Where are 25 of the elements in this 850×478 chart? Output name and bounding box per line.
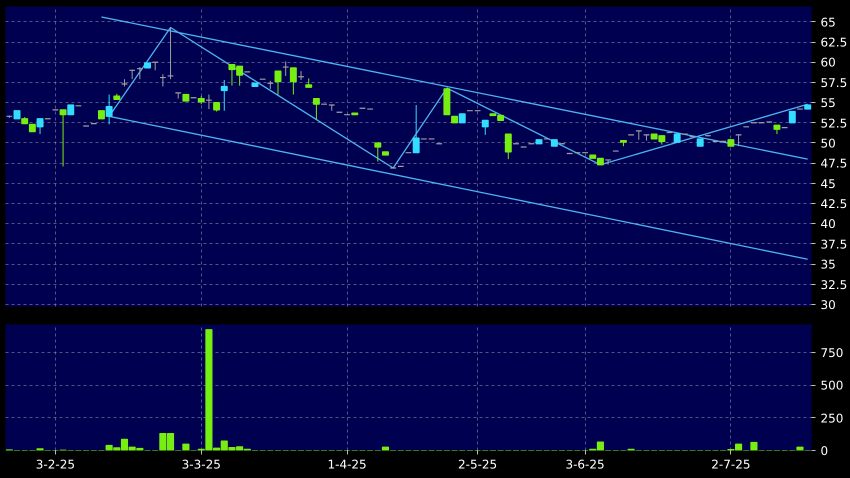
y-tick-label: 47.5: [820, 156, 848, 171]
y-tick-label: 750: [820, 346, 844, 360]
x-tick-label: 3-2-25: [36, 458, 75, 472]
y-tick-label: 55: [820, 96, 836, 110]
y-tick-label: 50: [820, 136, 836, 150]
y-tick-label: 500: [820, 378, 844, 393]
y-tick-label: 0: [820, 444, 828, 458]
y-tick-label: 37.5: [820, 237, 848, 252]
y-tick-label: 35: [820, 258, 836, 272]
x-tick-label: 2-7-25: [711, 458, 751, 472]
x-tick-label: 2-5-25: [458, 458, 498, 472]
y-tick-label: 30: [820, 298, 836, 312]
y-tick-label: 62.5: [820, 36, 848, 50]
y-tick-label: 40: [820, 217, 836, 232]
y-tick-label: 57.5: [820, 76, 848, 90]
y-tick-label: 32.5: [820, 278, 848, 292]
y-tick-label: 65: [820, 15, 836, 30]
y-tick-label: 52.5: [820, 116, 848, 130]
x-tick-label: 3-3-25: [182, 458, 221, 472]
y-tick-label: 42.5: [820, 197, 848, 212]
x-tick-label: 3-6-25: [565, 458, 605, 472]
y-tick-label: 60: [820, 56, 836, 70]
x-tick-label: 1-4-25: [327, 458, 367, 472]
y-tick-label: 250: [820, 411, 844, 426]
y-tick-label: 45: [820, 176, 836, 191]
